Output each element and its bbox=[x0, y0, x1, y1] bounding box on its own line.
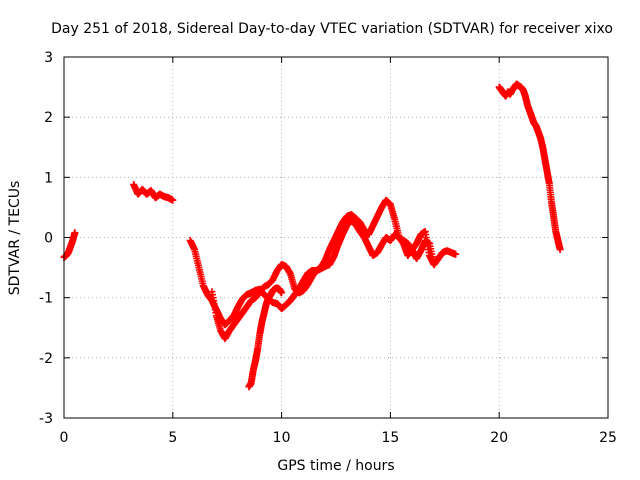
x-tick-label: 5 bbox=[168, 430, 177, 446]
x-axis-label: GPS time / hours bbox=[277, 458, 394, 474]
data-point-marker bbox=[71, 229, 79, 237]
y-tick-label: 1 bbox=[44, 170, 53, 186]
x-tick-label: 0 bbox=[60, 430, 69, 446]
data-point-marker bbox=[278, 289, 286, 297]
data-point-marker bbox=[452, 250, 460, 258]
series-seg6 bbox=[495, 80, 564, 254]
x-tick-label: 15 bbox=[381, 430, 399, 446]
y-tick-label: -3 bbox=[39, 411, 53, 427]
y-tick-label: 3 bbox=[44, 50, 53, 66]
chart-title: Day 251 of 2018, Sidereal Day-to-day VTE… bbox=[51, 21, 613, 37]
y-tick-label: 2 bbox=[44, 110, 53, 126]
series-seg5 bbox=[245, 284, 286, 391]
series-seg1 bbox=[60, 229, 79, 261]
data-point-marker bbox=[169, 196, 177, 204]
x-tick-label: 20 bbox=[490, 430, 508, 446]
x-tick-label: 10 bbox=[273, 430, 291, 446]
y-tick-label: -1 bbox=[39, 291, 53, 307]
x-tick-label: 25 bbox=[599, 430, 617, 446]
y-tick-label: 0 bbox=[44, 231, 53, 247]
y-tick-labels: -3 -2 -1 0 1 2 3 bbox=[39, 50, 53, 427]
series-seg2 bbox=[130, 181, 177, 204]
y-tick-label: -2 bbox=[39, 351, 53, 367]
series-seg4 bbox=[208, 217, 460, 343]
y-axis-label: SDTVAR / TECUs bbox=[7, 181, 23, 296]
data-marks bbox=[60, 80, 564, 391]
axis-ticks bbox=[63, 56, 609, 419]
data-point-marker bbox=[556, 246, 564, 254]
series-seg3 bbox=[186, 196, 438, 329]
x-tick-labels: 0 5 10 15 20 25 bbox=[60, 430, 617, 446]
